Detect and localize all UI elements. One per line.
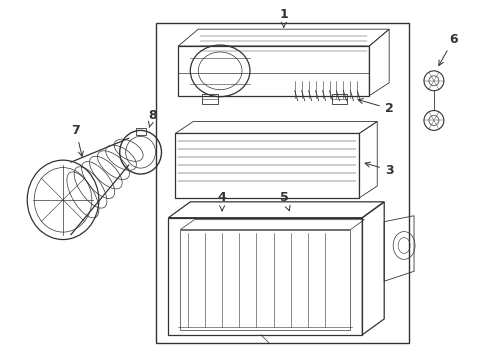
Bar [168,218,362,335]
Bar [135,129,145,135]
Text: 7: 7 [71,124,83,156]
Bar [175,133,359,198]
Bar [202,94,218,104]
Text: 1: 1 [279,8,287,27]
Text: 6: 6 [438,33,457,66]
Bar [180,230,350,330]
Text: 4: 4 [217,192,226,211]
Bar [331,94,346,104]
Text: 3: 3 [365,162,393,176]
Bar [155,23,408,343]
Text: 5: 5 [280,192,289,211]
Text: 8: 8 [148,109,157,127]
Text: 2: 2 [357,99,393,115]
